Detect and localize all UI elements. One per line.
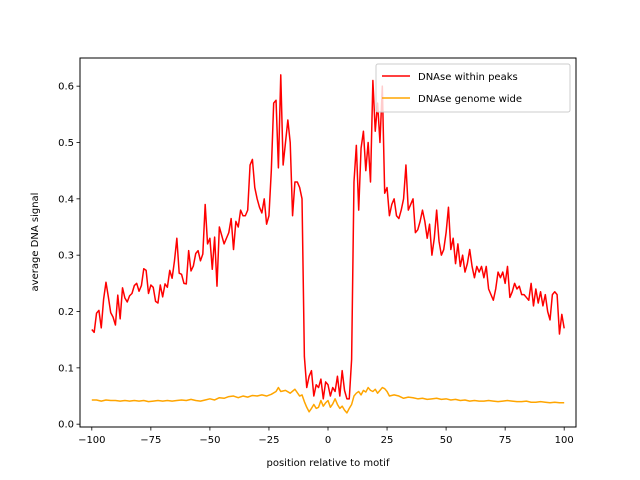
series-line-0 <box>91 74 565 400</box>
x-tick-label: −50 <box>199 435 220 446</box>
x-tick-label: 50 <box>440 435 453 446</box>
x-axis-label: position relative to motif <box>267 458 390 469</box>
legend-entry-1: DNAse genome wide <box>418 94 522 105</box>
x-tick-label: 0 <box>325 435 331 446</box>
y-axis: 0.0 0.1 0.2 0.3 0.4 0.5 0.6 <box>58 82 80 431</box>
y-tick-label: 0.2 <box>58 307 74 318</box>
plot-lines <box>91 74 565 414</box>
x-tick-label: −100 <box>78 435 105 446</box>
y-axis-label: average DNA signal <box>30 193 41 292</box>
y-tick-label: 0.3 <box>58 251 74 262</box>
x-tick-label: 75 <box>499 435 512 446</box>
y-tick-label: 0.0 <box>58 420 74 431</box>
legend-box <box>375 63 571 113</box>
legend-entry-0: DNAse within peaks <box>418 72 518 83</box>
y-tick-label: 0.4 <box>58 194 74 205</box>
x-tick-label: 25 <box>381 435 394 446</box>
y-tick-label: 0.5 <box>58 138 74 149</box>
series-line-1 <box>91 386 565 414</box>
legend: DNAse within peaks DNAse genome wide <box>375 63 571 113</box>
x-tick-label: −75 <box>140 435 161 446</box>
y-tick-label: 0.6 <box>58 82 74 93</box>
x-tick-label: −25 <box>258 435 279 446</box>
x-tick-label: 100 <box>555 435 574 446</box>
y-tick-label: 0.1 <box>58 363 74 374</box>
x-axis: −100 −75 −50 −25 0 25 50 75 100 <box>78 427 574 446</box>
